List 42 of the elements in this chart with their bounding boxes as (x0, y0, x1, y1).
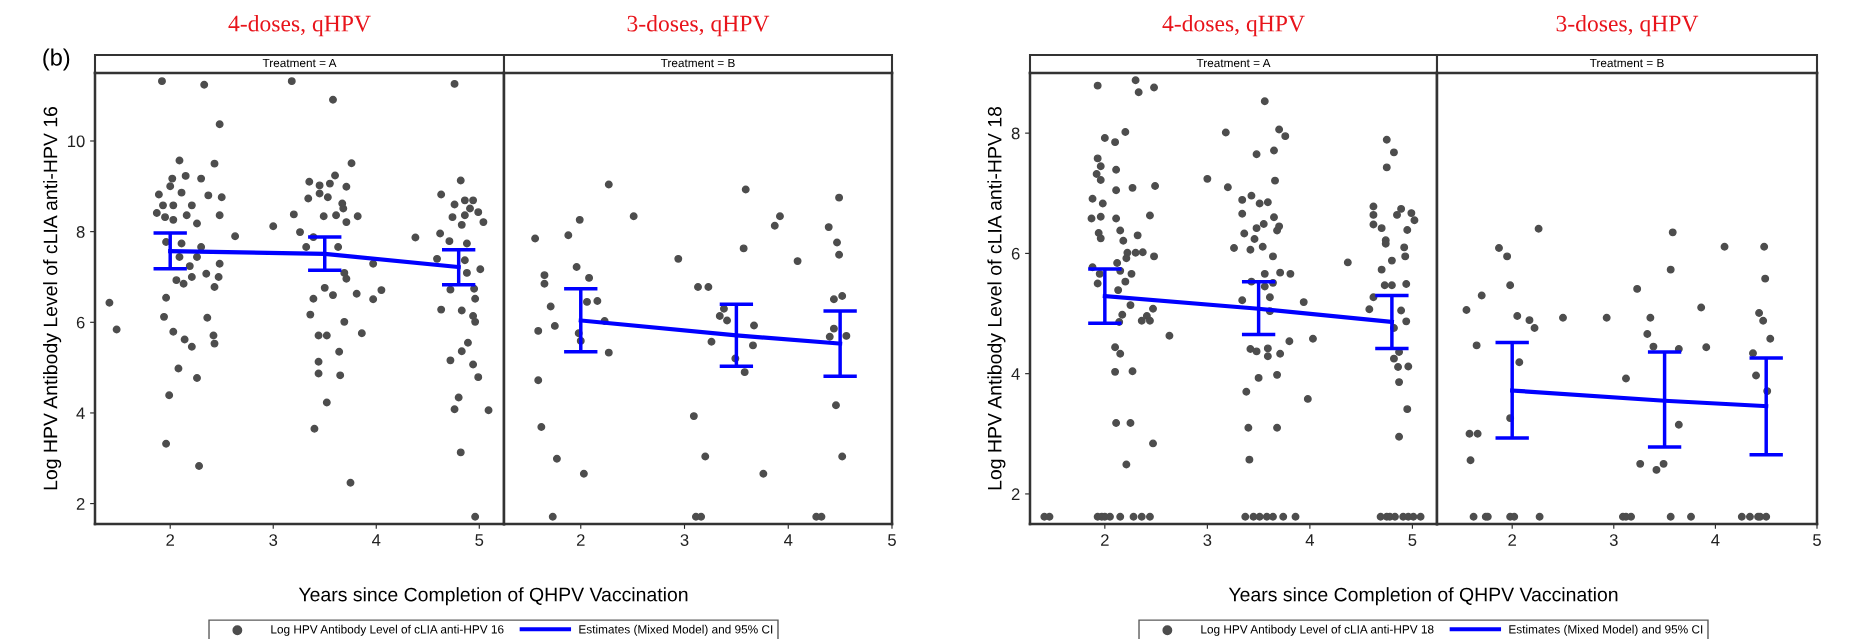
y-axis-title: Log HPV Antibody Level of cLIA anti-HPV 18 (987, 106, 1006, 490)
chart-title: 3-doses, qHPV (1556, 14, 1699, 37)
chart-subtitle: Treatment = A (262, 58, 337, 68)
y-tick-label: 6 (1011, 247, 1020, 260)
chart-title: 3-doses, qHPV (627, 14, 770, 37)
x-tick-label: 2 (166, 534, 174, 546)
x-tick-label: 5 (888, 534, 896, 546)
x-axis-title: Years since Completion of QHPV Vaccination (298, 587, 688, 606)
text: Log HPV Antibody Level of cLIA anti-HPV 16 (271, 624, 504, 636)
x-tick-label: 3 (1203, 534, 1212, 546)
y-axis-title: Log HPV Antibody Level of cLIA anti-HPV 16 (43, 106, 62, 490)
y-tick-label: 4 (1011, 368, 1020, 380)
legend-label: Estimates (Mixed Model) and 95% CI (579, 624, 773, 636)
x-axis-title: Years since Completion of QHPV Vaccination (1228, 587, 1618, 606)
legend-label: Estimates (Mixed Model) and 95% CI (1509, 624, 1703, 636)
y-tick-label: 8 (1011, 127, 1020, 140)
x-tick-label: 2 (1508, 534, 1516, 546)
x-tick-label: 4 (1711, 534, 1720, 546)
chart-subtitle: Treatment = B (1589, 58, 1664, 68)
x-tick-label: 2 (576, 534, 585, 546)
chart-title: 4-doses, qHPV (228, 14, 371, 37)
x-tick-label: 4 (1305, 534, 1315, 546)
y-tick-label: 8 (76, 226, 85, 238)
x-tick-label: 3 (1609, 534, 1618, 546)
x-tick-label: 4 (784, 534, 793, 546)
x-tick-label: 5 (1408, 534, 1417, 546)
y-tick-label: 6 (76, 316, 85, 329)
x-tick-label: 2 (1101, 534, 1109, 546)
chart-subtitle: Treatment = A (1196, 58, 1271, 68)
y-tick-label: 2 (1011, 488, 1020, 500)
y-tick-label: 4 (76, 407, 85, 419)
text: Log HPV Antibody Level of cLIA anti-HPV 18 (1201, 624, 1434, 636)
x-tick-label: 3 (680, 534, 689, 546)
text: (b) (43, 48, 70, 71)
chart-title: 4-doses, qHPV (1162, 14, 1305, 37)
x-tick-label: 4 (372, 534, 381, 546)
x-tick-label: 5 (1813, 534, 1821, 546)
x-tick-label: 3 (269, 534, 278, 546)
chart-subtitle: Treatment = B (660, 58, 735, 68)
x-tick-label: 5 (475, 534, 484, 546)
y-tick-label: 2 (76, 498, 85, 510)
y-tick-label: 10 (68, 135, 85, 148)
